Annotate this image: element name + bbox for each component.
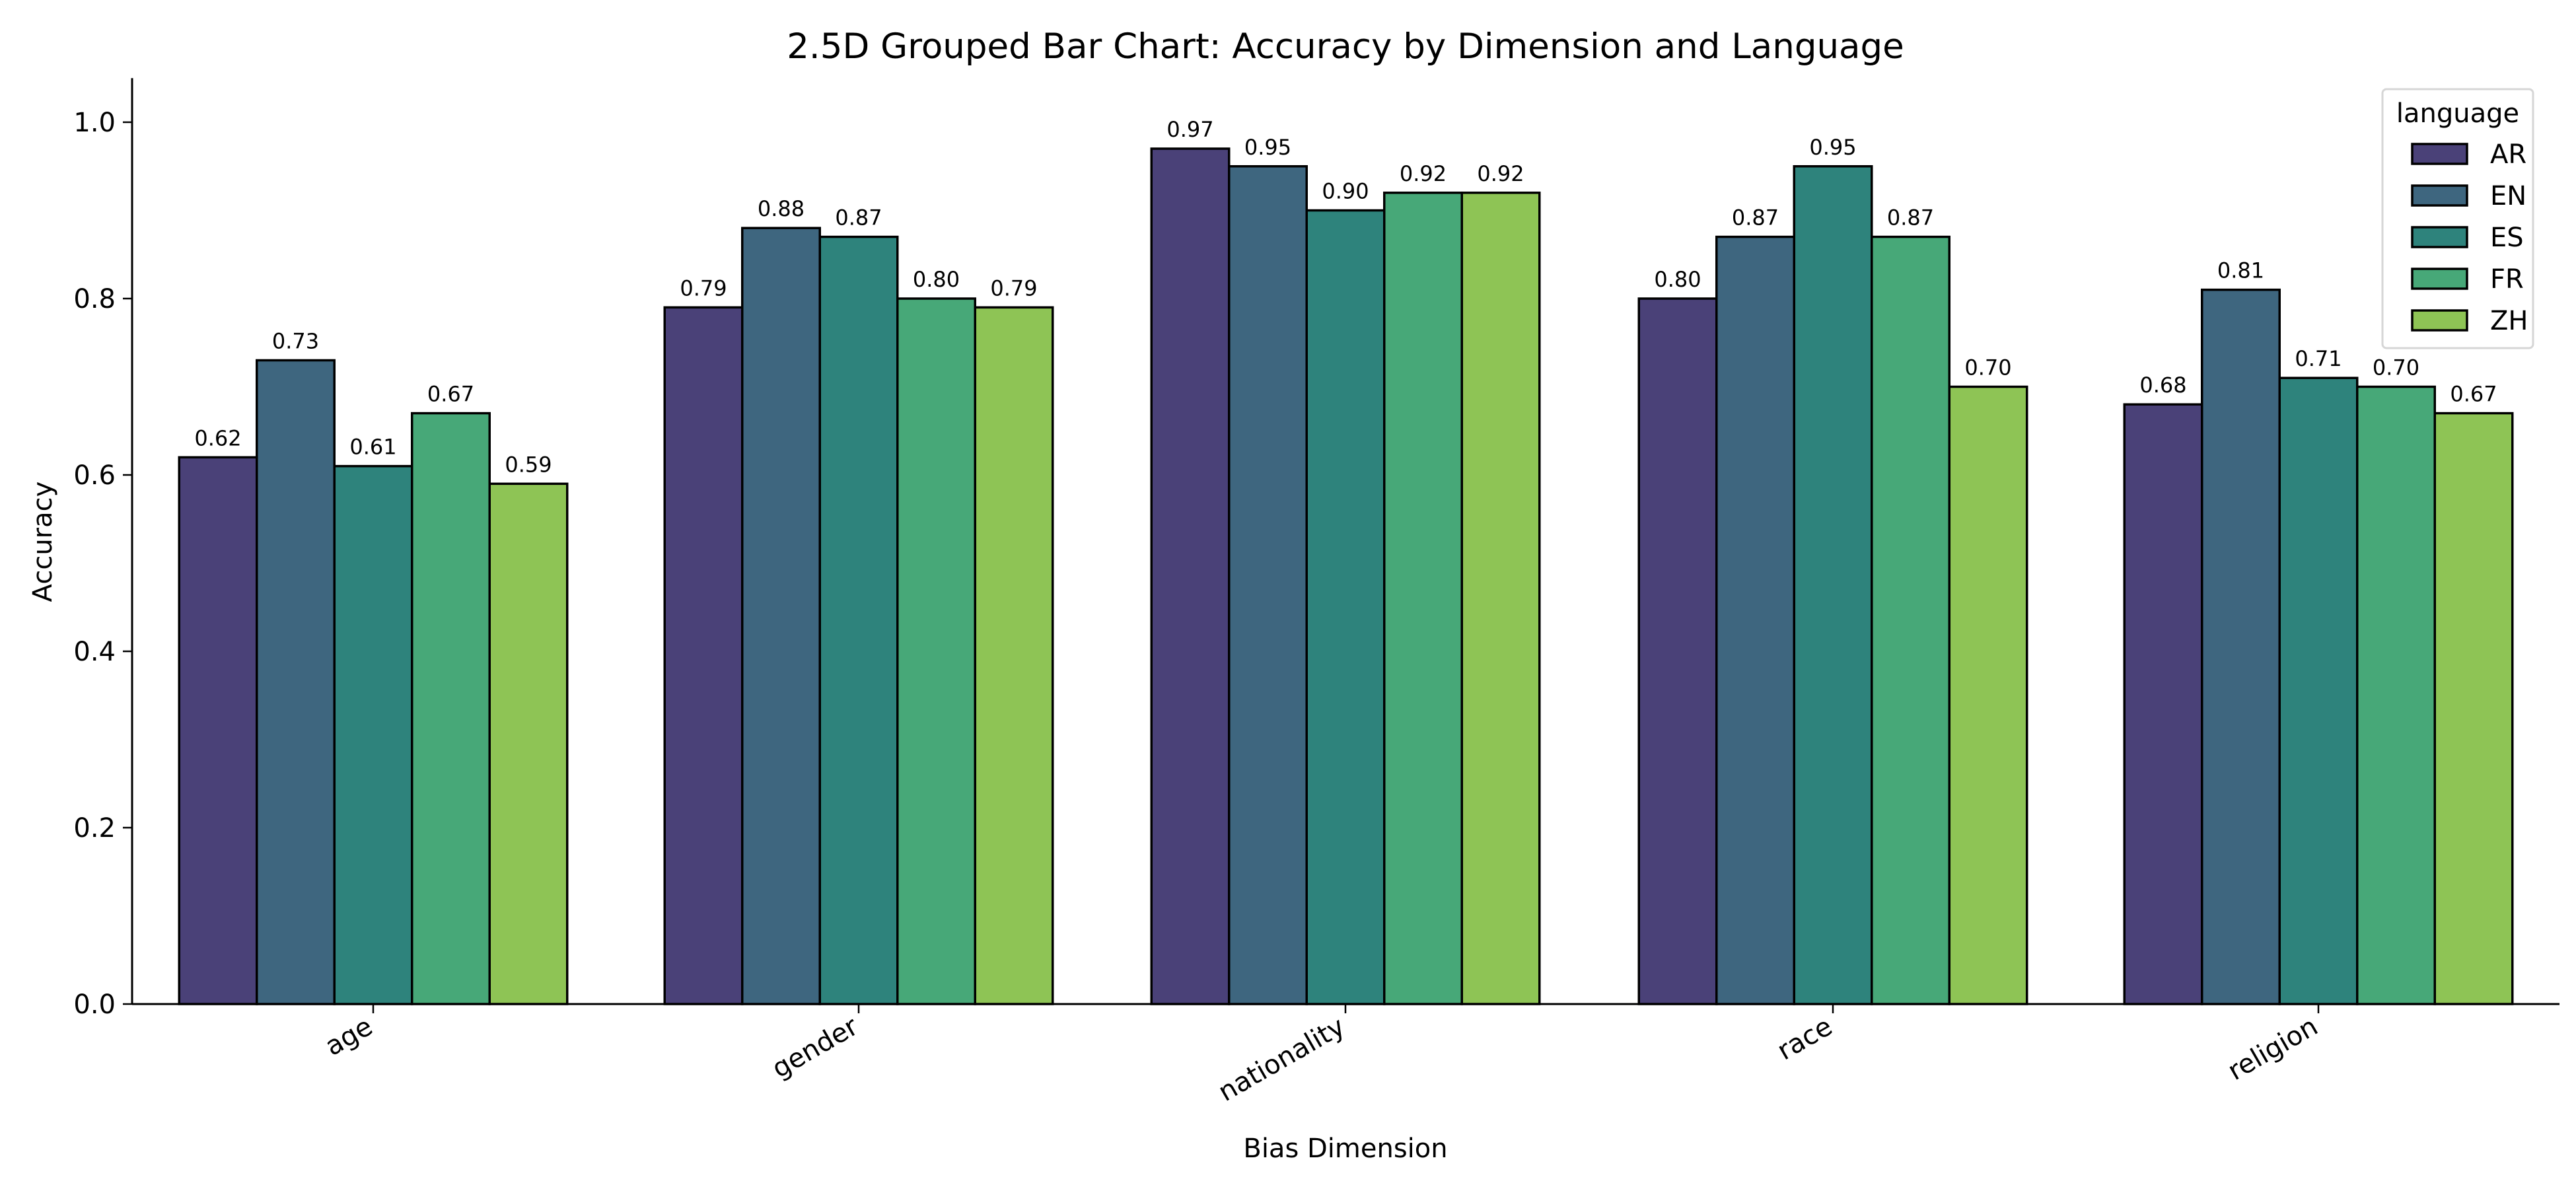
legend-label: AR	[2490, 139, 2526, 170]
x-tick-label-race: race	[1772, 1011, 1838, 1067]
bar-value-label: 0.79	[680, 275, 727, 301]
x-axis-label: Bias Dimension	[1243, 1134, 1447, 1164]
legend-swatch	[2411, 143, 2468, 165]
bar-nationality-ES	[1305, 209, 1386, 1005]
bar-value-label: 0.71	[2295, 346, 2342, 371]
bar-religion-ES	[2278, 377, 2359, 1005]
bar-age-AR	[178, 456, 258, 1005]
bar-value-label: 0.59	[505, 452, 552, 477]
bar-value-label: 0.87	[1887, 205, 1934, 231]
y-tick-label: 0.0	[73, 990, 116, 1020]
bar-nationality-ZH	[1460, 192, 1541, 1005]
bar-religion-EN	[2201, 288, 2281, 1005]
bar-age-EN	[256, 359, 336, 1005]
bar-race-AR	[1637, 297, 1718, 1005]
bar-value-label: 0.88	[758, 196, 805, 221]
bar-religion-ZH	[2433, 412, 2514, 1005]
y-axis: 0.0 0.2 0.4 0.6 0.8 1.0	[73, 78, 133, 1020]
legend-items: AR EN ES FR ZH	[2411, 139, 2528, 336]
legend-title: language	[2396, 98, 2519, 129]
legend-label: ES	[2490, 223, 2524, 253]
bar-value-label: 0.70	[2373, 355, 2419, 380]
legend-item-FR: FR	[2411, 264, 2524, 295]
bar-value-label: 0.70	[1964, 355, 2011, 380]
bar-gender-EN	[741, 227, 821, 1005]
bar-value-label: 0.80	[1654, 267, 1701, 292]
bar-religion-FR	[2356, 385, 2436, 1005]
legend-swatch	[2411, 268, 2468, 290]
bar-value-label: 0.95	[1244, 135, 1291, 160]
bar-value-label: 0.81	[2217, 258, 2264, 283]
x-tick-label-gender: gender	[767, 1011, 863, 1085]
x-tick-label-nationality: nationality	[1213, 1011, 1350, 1108]
y-tick-label: 0.2	[73, 813, 116, 844]
bar-age-FR	[411, 412, 491, 1005]
legend-swatch	[2411, 226, 2468, 248]
legend-swatch	[2411, 184, 2468, 207]
legend-label: EN	[2490, 181, 2526, 211]
bar-value-label: 0.97	[1166, 117, 1213, 142]
bar-value-label: 0.67	[2450, 382, 2497, 407]
y-tick-label: 0.4	[73, 637, 116, 667]
bar-gender-AR	[663, 306, 744, 1005]
bar-nationality-AR	[1150, 147, 1231, 1005]
y-axis-label: Accuracy	[28, 482, 58, 602]
y-tick-label: 0.8	[73, 284, 116, 314]
y-tick-label: 0.6	[73, 460, 116, 491]
legend-item-ZH: ZH	[2411, 306, 2528, 336]
bars-layer	[178, 147, 2514, 1005]
bar-race-FR	[1871, 235, 1950, 1005]
bar-race-ZH	[1948, 385, 2028, 1005]
bar-value-label: 0.80	[913, 267, 960, 292]
y-tick-label: 1.0	[73, 108, 116, 138]
bar-value-label: 0.62	[194, 425, 241, 450]
bar-value-label: 0.90	[1322, 179, 1369, 204]
bar-value-label: 0.87	[1732, 205, 1779, 231]
bar-group-nationality	[1150, 147, 1541, 1005]
x-tick-label-age: age	[320, 1011, 378, 1062]
bar-group-gender	[663, 227, 1054, 1005]
bar-gender-ZH	[974, 306, 1054, 1005]
bar-value-label: 0.68	[2139, 373, 2186, 398]
bar-value-label: 0.79	[990, 275, 1037, 301]
legend-label: ZH	[2490, 306, 2528, 336]
legend-swatch	[2411, 309, 2468, 332]
bar-race-EN	[1715, 235, 1795, 1005]
bar-group-age	[178, 359, 569, 1005]
bar-value-label: 0.92	[1400, 161, 1447, 186]
bar-value-label: 0.92	[1477, 161, 1524, 186]
legend-label: FR	[2490, 264, 2524, 295]
legend-item-AR: AR	[2411, 139, 2526, 170]
bar-race-ES	[1793, 165, 1873, 1005]
bar-value-label: 0.61	[349, 435, 396, 460]
bar-nationality-EN	[1228, 165, 1308, 1005]
chart-title: 2.5D Grouped Bar Chart: Accuracy by Dime…	[787, 26, 1904, 67]
bar-value-label: 0.95	[1809, 135, 1856, 160]
legend-item-EN: EN	[2411, 181, 2526, 211]
bar-gender-ES	[818, 235, 899, 1005]
bar-value-label: 0.87	[835, 205, 882, 231]
bar-value-label: 0.67	[427, 382, 474, 407]
x-tick-label-religion: religion	[2223, 1011, 2323, 1087]
legend-item-ES: ES	[2411, 223, 2524, 253]
bar-age-ES	[333, 464, 413, 1005]
legend: language AR EN ES FR ZH	[2381, 88, 2534, 349]
bar-religion-AR	[2123, 403, 2203, 1005]
x-axis: age gender nationality race religion	[132, 1003, 2559, 1108]
bar-value-label: 0.73	[272, 328, 319, 353]
bar-gender-FR	[896, 297, 976, 1005]
bar-value-labels: 0.62 0.73 0.61 0.67 0.59 0.79 0.88 0.87 0.80 0.79…	[194, 117, 2497, 477]
bar-nationality-FR	[1383, 192, 1463, 1005]
bar-group-religion	[2123, 288, 2514, 1005]
bar-age-ZH	[488, 482, 569, 1005]
